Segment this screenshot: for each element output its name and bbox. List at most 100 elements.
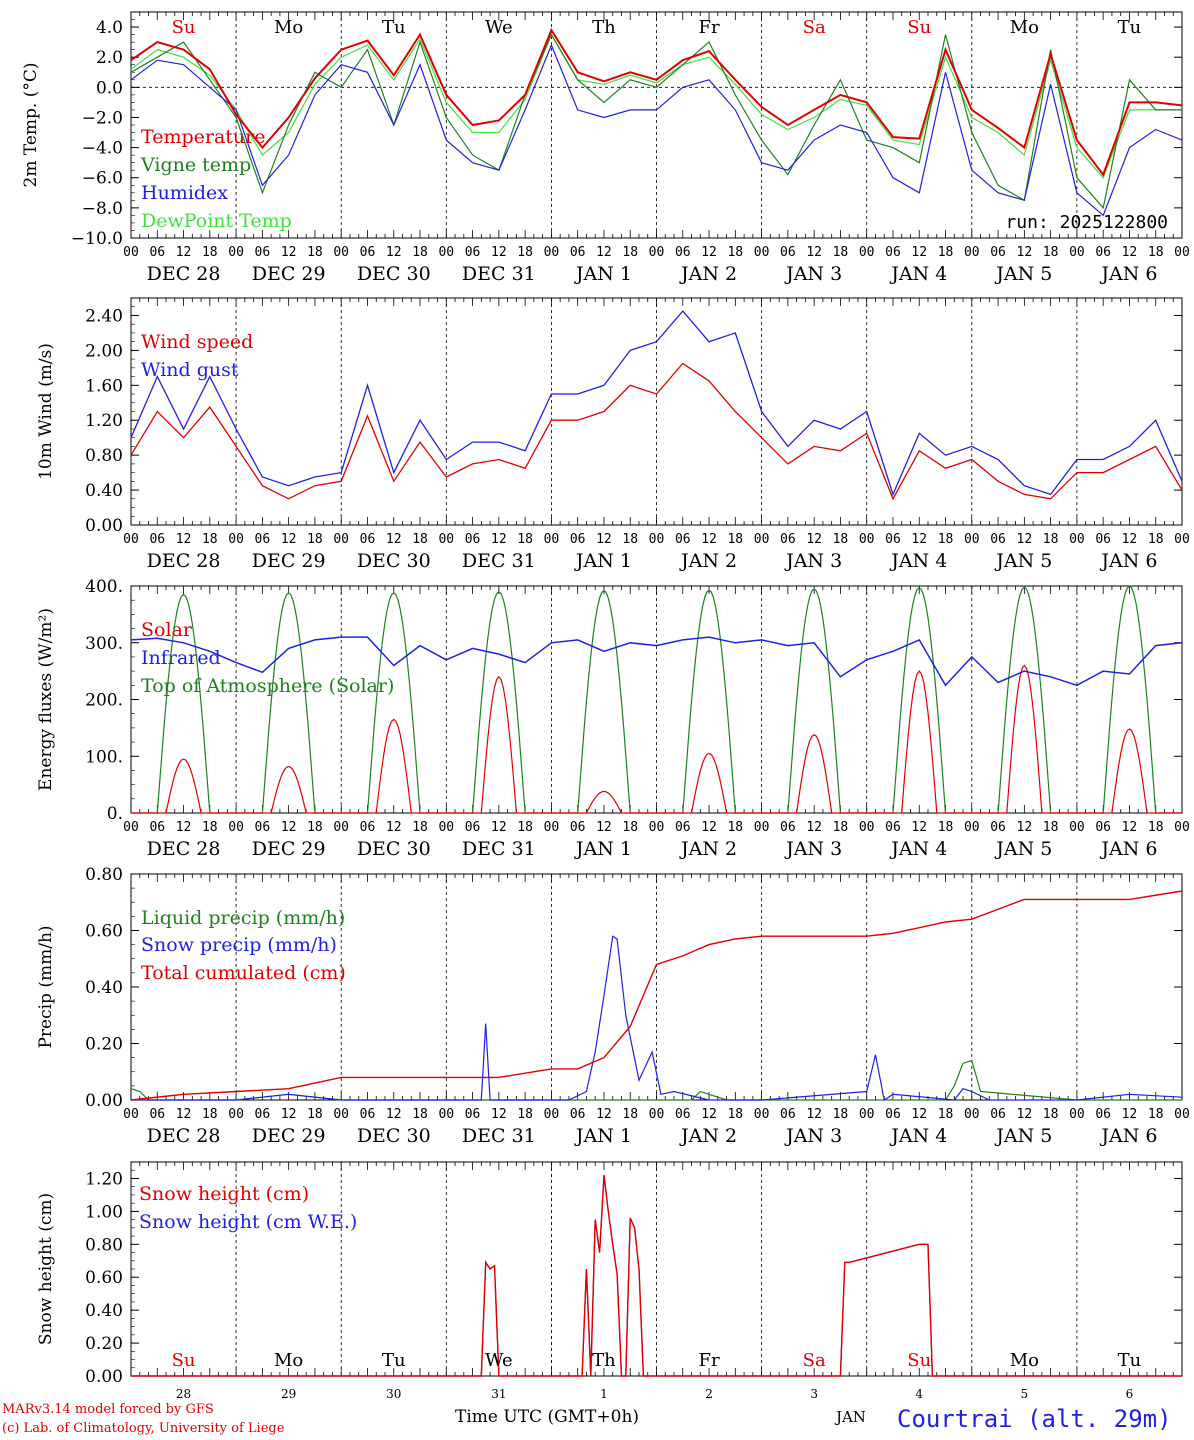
energy-date-label: DEC 28 bbox=[147, 838, 221, 860]
energy-date-label: DEC 31 bbox=[462, 838, 536, 860]
precip-hour-label: 12 bbox=[386, 1107, 402, 1122]
energy-hour-label: 12 bbox=[911, 820, 927, 835]
energy-date-label: JAN 1 bbox=[574, 838, 632, 860]
wind-hour-label: 18 bbox=[1148, 532, 1164, 547]
precip-hour-label: 18 bbox=[1043, 1107, 1059, 1122]
temperature-hour-label: 18 bbox=[622, 245, 638, 260]
wind-date-label: JAN 6 bbox=[1099, 550, 1157, 572]
snow-y-tick-label: 0.80 bbox=[85, 1235, 123, 1255]
temperature-y-tick-label: −4.0 bbox=[82, 139, 123, 159]
wind-hour-label: 18 bbox=[1043, 532, 1059, 547]
wind-date-label: JAN 5 bbox=[994, 550, 1052, 572]
wind-hour-label: 18 bbox=[202, 532, 218, 547]
snow-y-axis-label: Snow height (cm) bbox=[36, 1193, 56, 1345]
energy-hour-label: 12 bbox=[491, 820, 507, 835]
energy-hour-label: 00 bbox=[649, 820, 665, 835]
wind-hour-label: 00 bbox=[544, 532, 560, 547]
wind-date-label: DEC 31 bbox=[462, 550, 536, 572]
precip-hour-label: 00 bbox=[964, 1107, 980, 1122]
energy-hour-label: 00 bbox=[123, 820, 139, 835]
wind-date-label: DEC 29 bbox=[252, 550, 326, 572]
day-number-label: 28 bbox=[176, 1387, 191, 1401]
snow-y-tick-label: 0.40 bbox=[85, 1301, 123, 1321]
weekday-label: Mo bbox=[274, 17, 303, 38]
temperature-legend-dewpoint-temp: DewPoint Temp bbox=[141, 210, 292, 232]
snow-precip-series bbox=[131, 935, 1183, 1101]
precip-hour-label: 00 bbox=[1069, 1107, 1085, 1122]
energy-hour-label: 06 bbox=[465, 820, 481, 835]
temperature-hour-label: 06 bbox=[465, 245, 481, 260]
energy-hour-label: 12 bbox=[1122, 820, 1138, 835]
wind-date-label: JAN 1 bbox=[574, 550, 632, 572]
temperature-date-label: DEC 31 bbox=[462, 263, 536, 285]
energy-hour-label: 06 bbox=[780, 820, 796, 835]
precip-hour-label: 18 bbox=[727, 1107, 743, 1122]
temperature-hour-label: 12 bbox=[491, 245, 507, 260]
precip-hour-label: 06 bbox=[885, 1107, 901, 1122]
energy-hour-label: 18 bbox=[517, 820, 533, 835]
snow-cm-series bbox=[131, 1175, 1182, 1377]
temperature-hour-label: 00 bbox=[649, 245, 665, 260]
energy-y-tick-label: 0. bbox=[107, 804, 123, 824]
precip-date-label: JAN 3 bbox=[784, 1125, 842, 1147]
precip-hour-label: 12 bbox=[596, 1107, 612, 1122]
temperature-hour-label: 00 bbox=[544, 245, 560, 260]
wind-y-tick-label: 2.00 bbox=[85, 341, 123, 361]
wind-y-tick-label: 1.20 bbox=[85, 411, 123, 431]
wind-hour-label: 00 bbox=[333, 532, 349, 547]
precip-y-tick-label: 0.60 bbox=[85, 922, 123, 942]
precip-hour-label: 06 bbox=[780, 1107, 796, 1122]
temp-series-dewpoint-temp bbox=[130, 33, 1182, 179]
snow-y-tick-label: 0.20 bbox=[85, 1334, 123, 1354]
precip-hour-label: 12 bbox=[1122, 1107, 1138, 1122]
energy-legend-top-of-atmosphere-solar: Top of Atmosphere (Solar) bbox=[141, 675, 394, 697]
energy-hour-label: 00 bbox=[544, 820, 560, 835]
wind-y-tick-label: 1.60 bbox=[85, 376, 123, 396]
energy-y-tick-label: 200. bbox=[85, 691, 123, 711]
precip-hour-label: 18 bbox=[202, 1107, 218, 1122]
weekday-label: We bbox=[485, 17, 513, 38]
solar-series bbox=[131, 664, 1182, 814]
energy-hour-label: 06 bbox=[1095, 820, 1111, 835]
wind-hour-label: 18 bbox=[833, 532, 849, 547]
temperature-date-label: JAN 5 bbox=[994, 263, 1052, 285]
energy-hour-label: 00 bbox=[333, 820, 349, 835]
energy-date-label: JAN 3 bbox=[784, 838, 842, 860]
energy-hour-label: 12 bbox=[386, 820, 402, 835]
wind-legend-wind-gust: Wind gust bbox=[141, 359, 239, 381]
precip-hour-label: 12 bbox=[176, 1107, 192, 1122]
precip-hour-label: 00 bbox=[1174, 1107, 1190, 1122]
temperature-legend-humidex: Humidex bbox=[141, 182, 228, 204]
energy-hour-label: 00 bbox=[859, 820, 875, 835]
wind-hour-label: 18 bbox=[517, 532, 533, 547]
wind-date-label: JAN 2 bbox=[679, 550, 737, 572]
energy-hour-label: 12 bbox=[281, 820, 297, 835]
precip-hour-label: 18 bbox=[622, 1107, 638, 1122]
temperature-hour-label: 00 bbox=[123, 245, 139, 260]
station-name: Courtrai (alt. 29m) bbox=[897, 1405, 1172, 1433]
snow-y-tick-label: 0.60 bbox=[85, 1268, 123, 1288]
wind-hour-label: 06 bbox=[1095, 532, 1111, 547]
weekday-label-bottom: Sa bbox=[803, 1350, 826, 1371]
precip-hour-label: 18 bbox=[1148, 1107, 1164, 1122]
temperature-y-tick-label: −10.0 bbox=[71, 229, 123, 249]
snow-y-tick-label: 0.00 bbox=[85, 1367, 123, 1387]
wind-hour-label: 12 bbox=[701, 532, 717, 547]
energy-date-label: JAN 5 bbox=[994, 838, 1052, 860]
wind-hour-label: 06 bbox=[360, 532, 376, 547]
day-number-label: 6 bbox=[1126, 1387, 1134, 1401]
weekday-label-bottom: Th bbox=[592, 1350, 616, 1371]
weekday-label: Fr bbox=[699, 17, 720, 38]
total-cumulated-series bbox=[130, 890, 1183, 1101]
wind-hour-label: 12 bbox=[1122, 532, 1138, 547]
temperature-hour-label: 18 bbox=[412, 245, 428, 260]
energy-hour-label: 18 bbox=[202, 820, 218, 835]
temperature-legend-temperature: Temperature bbox=[141, 126, 265, 148]
precip-hour-label: 12 bbox=[281, 1107, 297, 1122]
weekday-label-bottom: Mo bbox=[274, 1350, 303, 1371]
wind-hour-label: 12 bbox=[491, 532, 507, 547]
wind-hour-label: 12 bbox=[386, 532, 402, 547]
wind-hour-label: 12 bbox=[176, 532, 192, 547]
temperature-hour-label: 00 bbox=[1174, 245, 1190, 260]
